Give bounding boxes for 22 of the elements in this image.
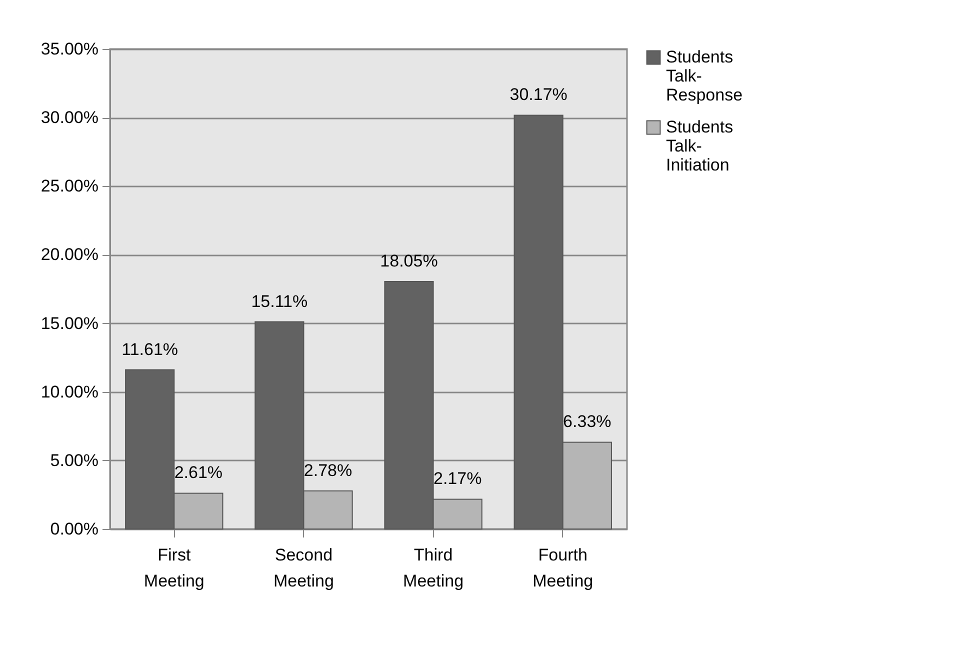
x-tick-label: Second Meeting — [273, 546, 334, 590]
x-tick-label: Third Meeting — [403, 546, 464, 590]
y-tick-label: 20.00% — [40, 245, 98, 264]
data-label: 15.11% — [251, 292, 308, 311]
x-tick-label: Fourth Meeting — [532, 546, 594, 590]
y-tick-label: 15.00% — [40, 314, 98, 333]
y-tick-label: 25.00% — [40, 176, 98, 196]
legend-label: Students Talk-Initiation — [666, 118, 734, 174]
y-tick-label: 30.00% — [40, 108, 98, 128]
x-tick-label: First Meeting — [144, 546, 204, 590]
legend-label: Students Talk-Response — [666, 48, 743, 104]
data-label: 30.17% — [510, 85, 568, 104]
data-label: 11.61% — [122, 340, 178, 359]
data-label: 18.05% — [380, 251, 438, 270]
y-tick-label: 0.00% — [50, 520, 98, 538]
y-tick-label: 35.00% — [40, 40, 98, 58]
data-label: 2.78% — [304, 460, 352, 480]
y-tick-label: 5.00% — [50, 450, 98, 470]
data-label: 2.17% — [433, 469, 482, 488]
data-label: 6.33% — [563, 412, 612, 432]
data-label: 2.61% — [174, 463, 223, 482]
y-tick-label: 10.00% — [40, 382, 98, 402]
